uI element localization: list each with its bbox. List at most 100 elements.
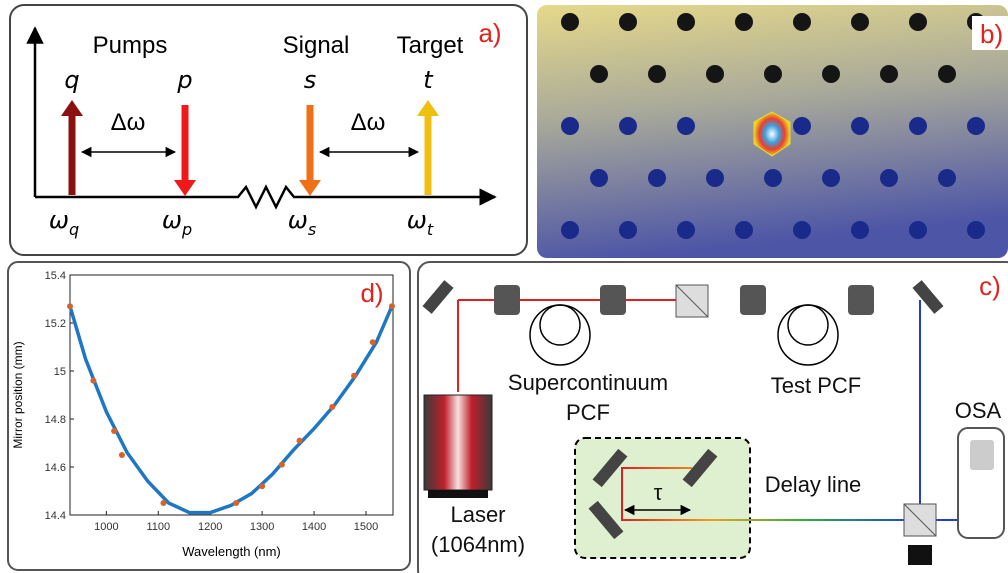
hole	[909, 221, 927, 239]
y-tick-label: 14.4	[45, 510, 66, 522]
y-tick-label: 15.2	[45, 318, 66, 330]
data-point	[351, 373, 357, 379]
component-label: PCF	[566, 400, 610, 425]
hole	[677, 13, 695, 31]
x-tick-label: 1000	[94, 521, 118, 533]
frequency-subscript: p	[181, 220, 192, 239]
hole	[706, 169, 724, 187]
x-tick-label: 1200	[198, 521, 222, 533]
hole	[909, 117, 927, 135]
frequency-symbol: ω	[288, 206, 308, 234]
hole	[561, 221, 579, 239]
data-point	[67, 303, 73, 309]
hole	[851, 117, 869, 135]
hole	[880, 65, 898, 83]
hole	[590, 65, 608, 83]
laser	[424, 395, 492, 490]
panel-label: b)	[980, 19, 1003, 49]
panel-b: b)	[537, 5, 1008, 258]
hole	[735, 221, 753, 239]
group-label: Pumps	[93, 32, 168, 59]
spacing-label: Δω	[111, 109, 146, 136]
x-tick-label: 1400	[302, 521, 326, 533]
frequency-subscript: t	[427, 220, 434, 239]
tau-label: τ	[654, 480, 663, 505]
hole	[706, 65, 724, 83]
hole	[619, 117, 637, 135]
x-axis-label: Wavelength (nm)	[182, 544, 281, 559]
data-point	[111, 428, 117, 434]
hole	[938, 65, 956, 83]
data-point	[329, 404, 335, 410]
hole	[677, 221, 695, 239]
detector	[908, 545, 932, 565]
hole	[967, 221, 985, 239]
data-point	[297, 438, 303, 444]
hole	[561, 13, 579, 31]
x-tick-label: 1500	[354, 521, 378, 533]
data-point	[119, 452, 125, 458]
hole	[648, 169, 666, 187]
component-label: Delay line	[765, 472, 862, 497]
hole	[967, 117, 985, 135]
hole	[648, 65, 666, 83]
hole	[851, 221, 869, 239]
panel-label: a)	[478, 18, 501, 48]
frequency-subscript: q	[69, 220, 79, 239]
hole	[793, 117, 811, 135]
hole	[793, 221, 811, 239]
hole	[561, 117, 579, 135]
y-tick-label: 15	[54, 366, 66, 378]
frequency-subscript: s	[308, 220, 316, 239]
hole	[793, 13, 811, 31]
plot-area	[70, 275, 393, 515]
y-tick-label: 14.6	[45, 462, 66, 474]
panel-label: c)	[979, 271, 1001, 301]
frequency-symbol: ω	[49, 206, 69, 234]
panel-c: τ Supercontinuum PCF Test PCF OSA Delay …	[418, 262, 1008, 573]
hole	[938, 169, 956, 187]
delay-box	[575, 438, 750, 558]
hole	[880, 169, 898, 187]
field-label: s	[304, 66, 317, 94]
hole	[822, 169, 840, 187]
hole	[851, 13, 869, 31]
field-label: q	[64, 66, 79, 94]
component-label: Laser	[450, 502, 505, 527]
x-tick-label: 1100	[146, 521, 170, 533]
y-tick-label: 15.4	[45, 270, 66, 282]
y-axis-label: Mirror position (mm)	[11, 341, 25, 448]
data-point	[279, 462, 285, 468]
hole	[764, 169, 782, 187]
frequency-symbol: ω	[162, 206, 182, 234]
panel-label: d)	[360, 278, 383, 308]
field-label: t	[423, 66, 434, 94]
data-point	[160, 500, 166, 506]
component-label: OSA	[955, 398, 1002, 423]
hole	[619, 221, 637, 239]
figure: Δω Δω Pumps Signal Target q p s t ωqωpωs…	[0, 0, 1008, 573]
data-point	[389, 303, 395, 309]
hole	[764, 65, 782, 83]
hole	[735, 13, 753, 31]
field-label: p	[176, 66, 192, 94]
group-label: Target	[397, 32, 464, 59]
frequency-symbol: ω	[407, 206, 427, 234]
hole	[619, 13, 637, 31]
data-point	[370, 339, 376, 345]
data-point	[90, 378, 96, 384]
component-label: Supercontinuum	[508, 370, 668, 395]
component-label: Test PCF	[771, 373, 861, 398]
hole	[590, 169, 608, 187]
component-label: (1064nm)	[431, 532, 525, 557]
panel-d: 14.4 14.6 14.8 15 15.2 15.4 1000 1100 1200 1300 14…	[8, 262, 410, 570]
spacing-label: Δω	[351, 109, 386, 136]
hole	[677, 117, 695, 135]
hole	[909, 13, 927, 31]
data-point	[233, 500, 239, 506]
group-label: Signal	[283, 32, 350, 59]
y-tick-label: 14.8	[45, 414, 66, 426]
x-tick-label: 1300	[250, 521, 274, 533]
data-point	[259, 483, 265, 489]
